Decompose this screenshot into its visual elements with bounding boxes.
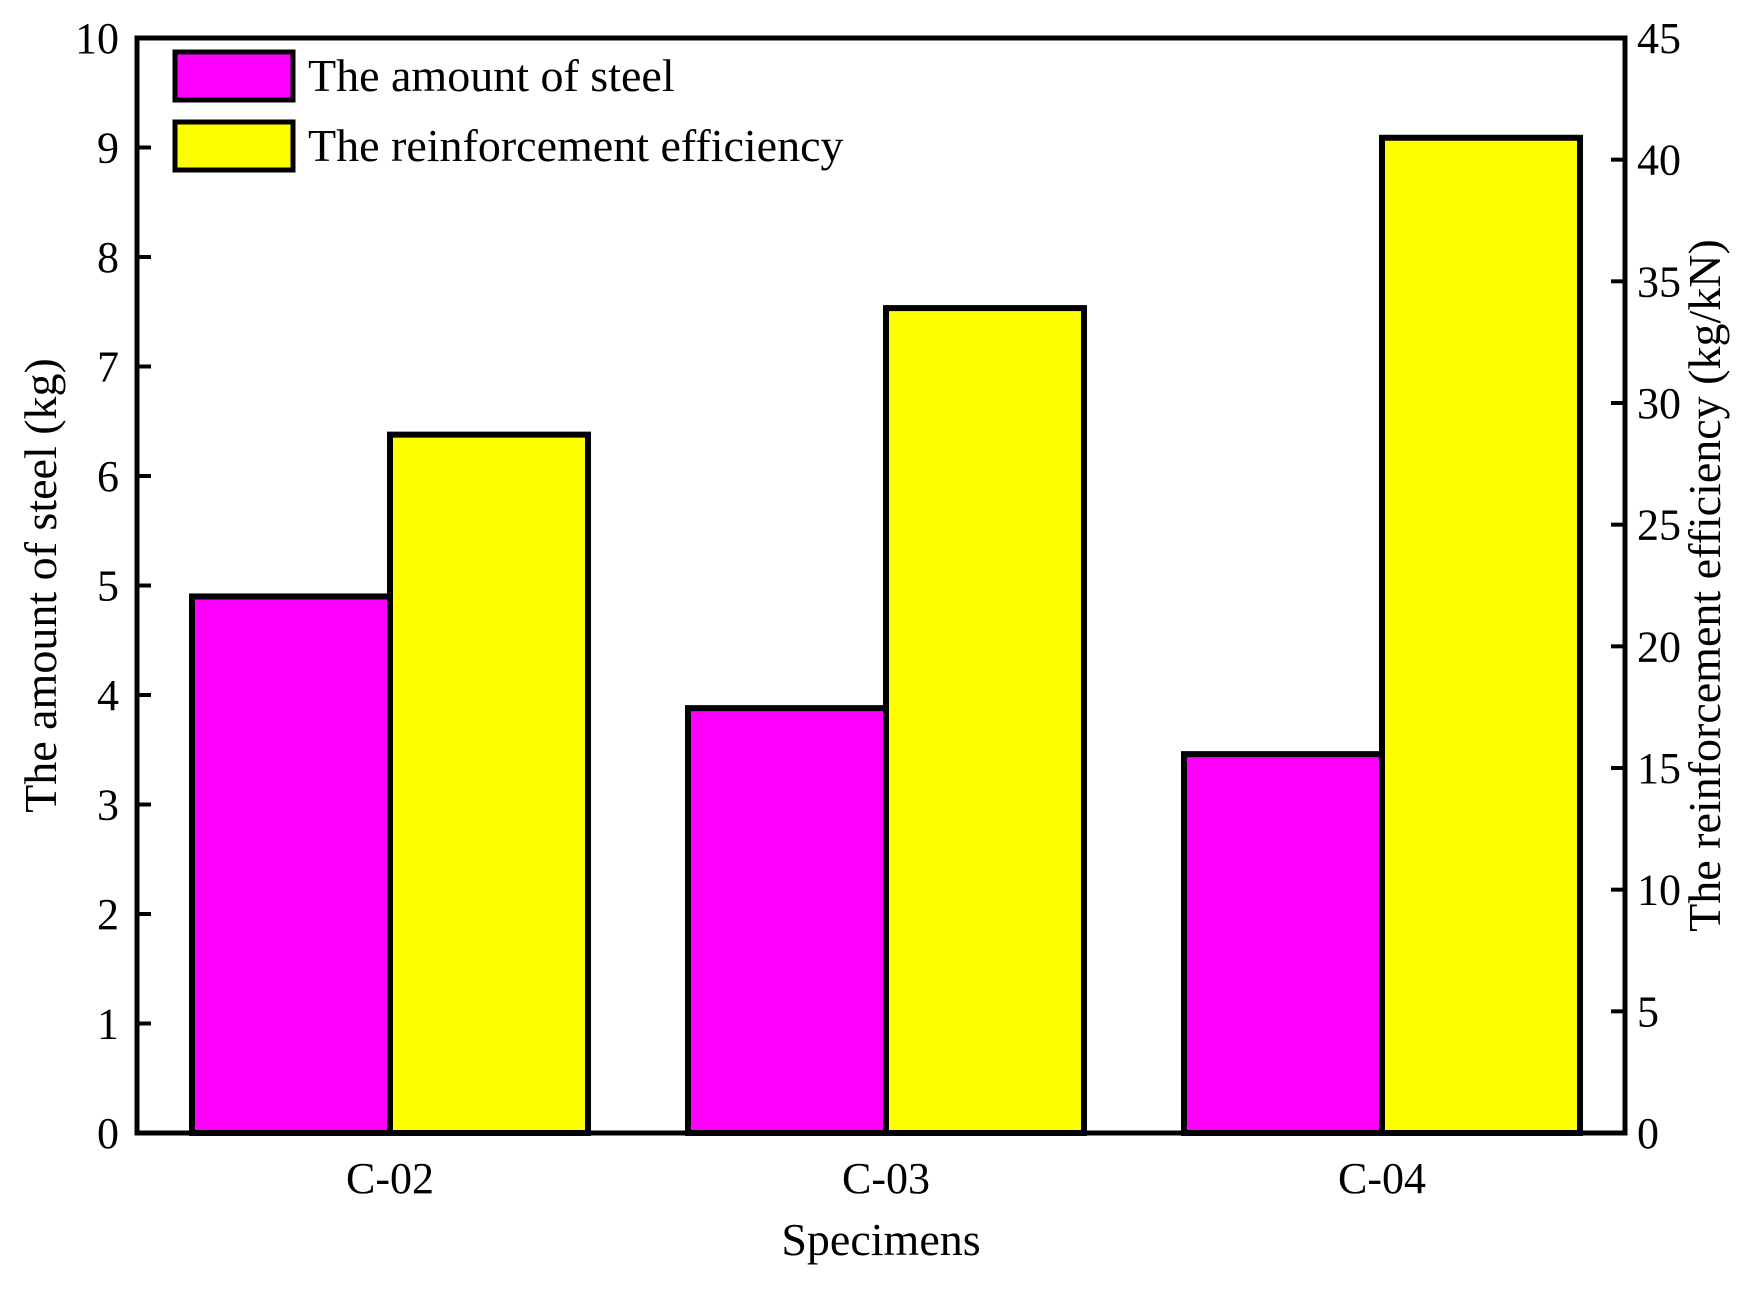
y2-axis-title: The reinforcement efficiency (kg/kN) [1679, 239, 1730, 932]
y-tick-label: 6 [97, 452, 119, 501]
bar-efficiency-c-04 [1379, 134, 1583, 1136]
bar-steel-c-03 [685, 705, 889, 1136]
y-tick-label: 4 [97, 671, 119, 720]
x-tick-label: C-03 [842, 1154, 930, 1203]
legend-label-efficiency: The reinforcement efficiency [308, 120, 844, 171]
y2-tick-label: 10 [1637, 866, 1681, 915]
x-tick-label: C-02 [346, 1154, 434, 1203]
bar-steel-c-02 [189, 593, 393, 1136]
y-tick-label: 10 [75, 14, 119, 63]
y-tick-label: 8 [97, 233, 119, 282]
y2-tick-label: 5 [1637, 987, 1659, 1036]
x-tick-label: C-04 [1338, 1154, 1426, 1203]
y2-tick-label: 35 [1637, 257, 1681, 306]
y2-tick-label: 20 [1637, 622, 1681, 671]
bar-efficiency-c-03 [883, 305, 1087, 1137]
y-tick-label: 0 [97, 1109, 119, 1158]
bars-group [189, 134, 1583, 1137]
y-tick-label: 9 [97, 124, 119, 173]
legend: The amount of steel The reinforcement ef… [172, 49, 844, 173]
legend-label-steel: The amount of steel [308, 50, 675, 101]
y2-tick-label: 40 [1637, 136, 1681, 185]
y-tick-label: 3 [97, 781, 119, 830]
y-axis-title: The amount of steel (kg) [15, 358, 66, 813]
y-tick-label: 2 [97, 890, 119, 939]
bar-efficiency-c-02 [387, 431, 591, 1136]
y2-tick-label: 25 [1637, 501, 1681, 550]
x-axis-title: Specimens [781, 1214, 980, 1265]
y-tick-label: 7 [97, 343, 119, 392]
bar-steel-c-04 [1181, 751, 1385, 1136]
y2-tick-label: 45 [1637, 14, 1681, 63]
y2-tick-label: 15 [1637, 744, 1681, 793]
y-tick-label: 1 [97, 1000, 119, 1049]
legend-swatch-steel [172, 49, 296, 103]
y2-tick-label: 0 [1637, 1109, 1659, 1158]
y-tick-label: 5 [97, 562, 119, 611]
y2-tick-label: 30 [1637, 379, 1681, 428]
legend-swatch-efficiency [172, 119, 296, 173]
